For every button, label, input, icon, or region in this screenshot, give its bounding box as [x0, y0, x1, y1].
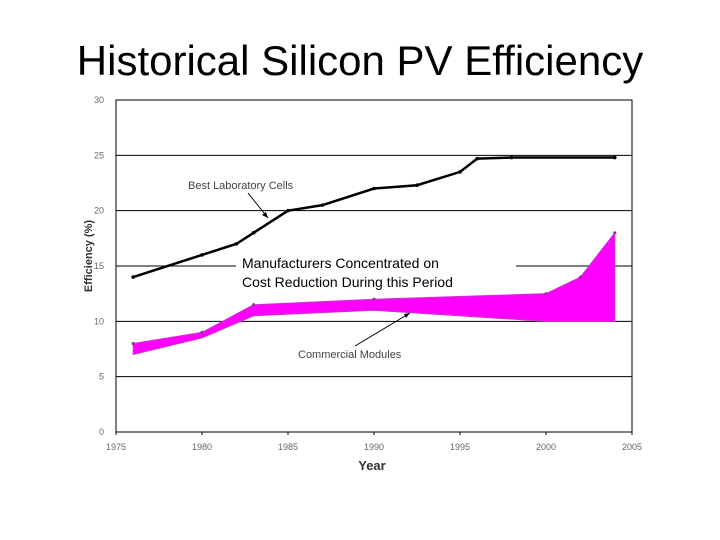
annotation-lab: Best Laboratory Cells: [188, 180, 294, 219]
y-tick-label: 5: [99, 372, 104, 382]
annotation-commercial-arrowhead: [404, 313, 410, 318]
lab-point: [200, 253, 204, 257]
banner-line-2: Cost Reduction During this Period: [242, 274, 453, 290]
annotation-commercial-label: Commercial Modules: [298, 349, 402, 361]
y-axis-title: Efficiency (%): [83, 220, 95, 292]
annotation-lab-arrowhead: [262, 212, 268, 218]
lab-cells-line: [132, 156, 615, 279]
commercial-point: [200, 330, 204, 334]
lab-point: [234, 242, 239, 246]
annotation-commercial: Commercial Modules: [298, 312, 411, 361]
lab-point: [372, 186, 376, 191]
y-tick-label: 15: [94, 261, 104, 271]
commercial-modules-band: [132, 231, 616, 356]
lab-point: [320, 203, 325, 207]
lab-point: [458, 170, 462, 174]
y-tick-label: 30: [94, 95, 104, 105]
lab-point: [286, 208, 290, 213]
slide-title: Historical Silicon PV Efficiency: [76, 37, 644, 84]
x-tick-label: 1980: [192, 442, 212, 452]
commercial-point: [372, 297, 376, 301]
x-axis-title: Year: [358, 458, 385, 473]
y-tick-label: 20: [94, 206, 104, 216]
annotation-lab-label: Best Laboratory Cells: [188, 180, 294, 192]
lab-point: [613, 155, 617, 160]
commercial-point: [613, 231, 617, 235]
commercial-point: [252, 303, 256, 307]
annotation-commercial-arrow: [354, 312, 411, 347]
y-tick-label: 10: [94, 316, 104, 326]
banner: Manufacturers Concentrated on Cost Reduc…: [236, 254, 516, 294]
lab-point: [251, 231, 256, 235]
axis-ticks: 0 5 10 15 20 25 30 1975 1980 1985 1990 1995 2000 2005: [94, 95, 642, 452]
commercial-point: [544, 292, 548, 296]
lab-point: [131, 275, 135, 279]
lab-point: [509, 155, 514, 160]
x-tick-label: 1995: [450, 442, 470, 452]
y-tick-label: 0: [99, 427, 104, 437]
commercial-point: [131, 341, 135, 346]
x-tick-label: 1975: [106, 442, 126, 452]
y-tick-label: 25: [94, 150, 104, 160]
series-layer: [131, 155, 617, 356]
x-tick-label: 2000: [536, 442, 556, 452]
commercial-point: [578, 275, 583, 279]
x-tick-label: 1985: [278, 442, 298, 452]
lab-point: [415, 183, 419, 188]
banner-line-1: Manufacturers Concentrated on: [242, 255, 439, 271]
x-tick-label: 1990: [364, 442, 384, 452]
x-tick-label: 2005: [622, 442, 642, 452]
lab-point: [475, 156, 480, 161]
